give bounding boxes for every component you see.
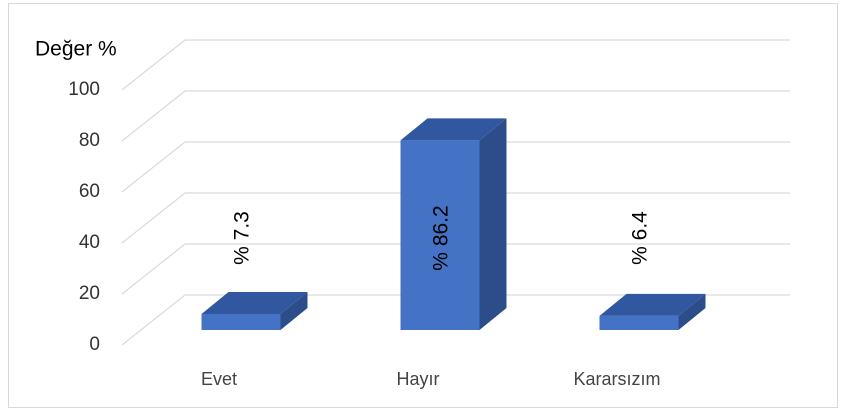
bar — [400, 118, 507, 330]
bar-side — [678, 293, 706, 330]
x-tick-label: Kararsızım — [573, 369, 660, 389]
bar — [201, 291, 308, 330]
bar-side — [280, 291, 308, 330]
x-tick-label: Hayır — [396, 369, 439, 389]
value-label: % 7.3 — [231, 211, 254, 265]
grid-line — [121, 90, 790, 142]
grid-line — [121, 141, 790, 193]
y-tick-label: 0 — [89, 334, 100, 355]
bar-front — [400, 140, 480, 330]
bar-top — [201, 291, 308, 314]
y-tick-label: 100 — [68, 79, 100, 100]
y-tick-label: 60 — [79, 181, 100, 202]
value-label: % 6.4 — [629, 211, 652, 265]
bar-top — [400, 118, 507, 141]
y-tick-label: 80 — [79, 130, 100, 151]
grid-line — [121, 294, 790, 346]
grid-line — [121, 243, 790, 295]
bar — [599, 293, 706, 330]
bar-front — [599, 315, 679, 330]
x-tick-label: Evet — [201, 369, 237, 389]
bar-side — [479, 118, 507, 330]
value-label: % 86.2 — [430, 205, 453, 270]
grid-line — [121, 192, 790, 244]
y-tick-label: 40 — [79, 232, 100, 253]
bar-front — [201, 313, 281, 330]
bar-top — [599, 293, 706, 316]
y-axis-label: Değer % — [35, 38, 117, 61]
grid-line — [121, 39, 790, 91]
y-tick-label: 20 — [79, 283, 100, 304]
